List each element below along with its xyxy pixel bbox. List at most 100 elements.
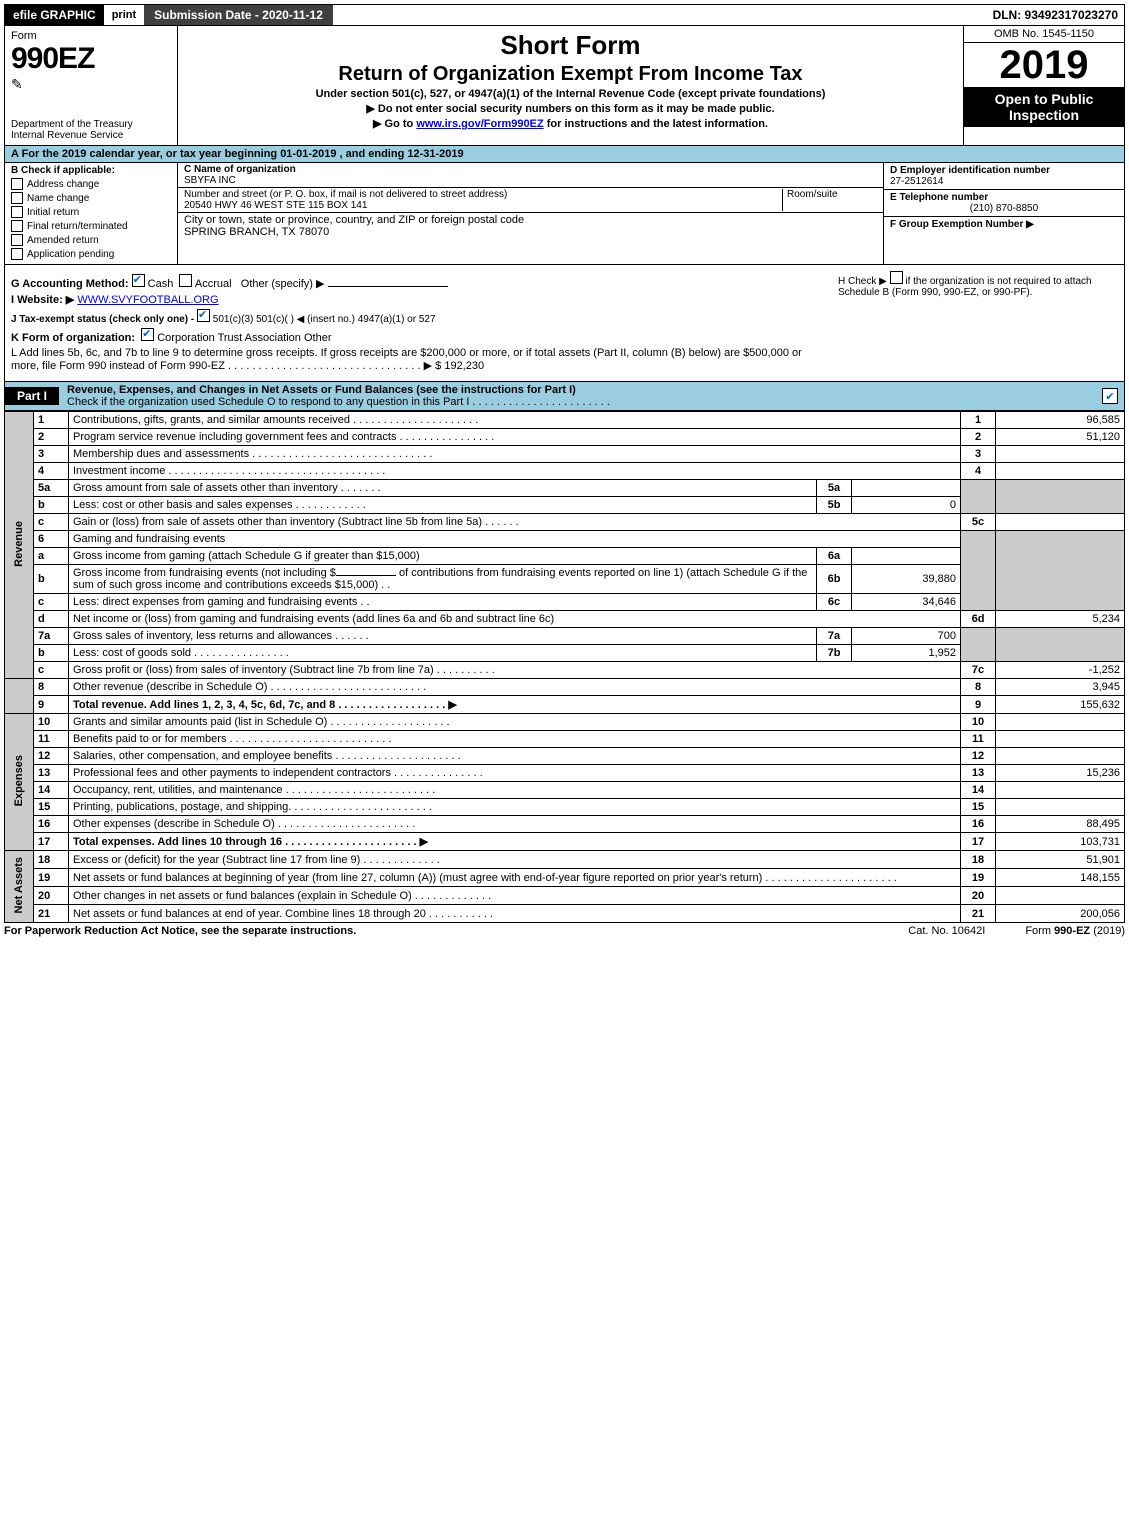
line9-num: 9 [961, 696, 996, 714]
paperwork-notice: For Paperwork Reduction Act Notice, see … [4, 925, 908, 937]
chk-501c3[interactable] [197, 309, 210, 322]
line21-num: 21 [961, 905, 996, 923]
part1-title: Revenue, Expenses, and Changes in Net As… [67, 384, 576, 396]
line14-text: Occupancy, rent, utilities, and maintena… [69, 782, 961, 799]
l-dots: . . . . . . . . . . . . . . . . . . . . … [228, 360, 441, 372]
chk-pending[interactable] [11, 248, 23, 260]
line8-amt: 3,945 [996, 679, 1125, 696]
goto-pre: ▶ Go to [373, 118, 416, 130]
line6b-amt: 39,880 [852, 565, 961, 594]
line10-num: 10 [961, 714, 996, 731]
chk-initial[interactable] [11, 206, 23, 218]
form-footer-bold: 990-EZ [1054, 925, 1090, 937]
line5b-text: Less: cost or other basis and sales expe… [69, 497, 817, 514]
line18-num: 18 [961, 851, 996, 869]
line17-num: 17 [961, 833, 996, 851]
chk-name[interactable] [11, 192, 23, 204]
j-opts: 501(c)(3) 501(c)( ) ◀ (insert no.) 4947(… [213, 314, 436, 325]
vtab-netassets: Net Assets [13, 853, 25, 917]
part1-checkbox[interactable]: ✔ [1102, 388, 1118, 404]
block-f-label: F Group Exemption Number ▶ [890, 219, 1034, 230]
block-b: B Check if applicable: Address change Na… [5, 163, 178, 264]
line16-amt: 88,495 [996, 816, 1125, 833]
graphic-top-bar: efile GRAPHIC print Submission Date - 20… [4, 4, 1125, 26]
chk-h[interactable] [890, 271, 903, 284]
line7c-amt: -1,252 [996, 662, 1125, 679]
line17-text: Total expenses. Add lines 10 through 16 … [69, 833, 961, 851]
chk-final[interactable] [11, 220, 23, 232]
line6a-amt [852, 548, 961, 565]
line3-text: Membership dues and assessments . . . . … [69, 446, 961, 463]
line15-text: Printing, publications, postage, and shi… [69, 799, 961, 816]
form-word: Form [11, 30, 171, 42]
line2-text: Program service revenue including govern… [69, 429, 961, 446]
website-link[interactable]: WWW.SVYFOOTBALL.ORG [77, 294, 218, 306]
lbl-initial: Initial return [27, 207, 79, 218]
part1-table: Revenue 1Contributions, gifts, grants, a… [4, 411, 1125, 923]
line1-text: Contributions, gifts, grants, and simila… [69, 412, 961, 429]
chk-address[interactable] [11, 178, 23, 190]
chk-corp[interactable] [141, 328, 154, 341]
line19-amt: 148,155 [996, 869, 1125, 887]
line12-num: 12 [961, 748, 996, 765]
line7a-lbl: 7a [817, 628, 852, 645]
line10-text: Grants and similar amounts paid (list in… [69, 714, 961, 731]
line9-text: Total revenue. Add lines 1, 2, 3, 4, 5c,… [69, 696, 961, 714]
irs-link[interactable]: www.irs.gov/Form990EZ [416, 118, 543, 130]
lbl-final: Final return/terminated [27, 221, 128, 232]
g-label: G Accounting Method: [11, 278, 129, 290]
line9-amt: 155,632 [996, 696, 1125, 714]
print-link[interactable]: print [112, 9, 136, 21]
lbl-other: Other (specify) ▶ [241, 278, 325, 290]
chk-amended[interactable] [11, 234, 23, 246]
city-label: City or town, state or province, country… [184, 214, 524, 226]
lbl-address-change: Address change [27, 179, 99, 190]
efile-label: efile GRAPHIC [5, 5, 104, 25]
form-header: Form 990EZ ✎ Department of the Treasury … [4, 26, 1125, 146]
line3-num: 3 [961, 446, 996, 463]
line16-text: Other expenses (describe in Schedule O) … [69, 816, 961, 833]
line6d-amt: 5,234 [996, 611, 1125, 628]
line15-amt [996, 799, 1125, 816]
tax-year: 2019 [964, 43, 1124, 87]
line13-num: 13 [961, 765, 996, 782]
line18-amt: 51,901 [996, 851, 1125, 869]
l-value: 192,230 [444, 360, 484, 372]
chk-accrual[interactable] [179, 274, 192, 287]
chk-cash[interactable] [132, 274, 145, 287]
line7c-num: 7c [961, 662, 996, 679]
line6b-lbl: 6b [817, 565, 852, 594]
line5a-amt [852, 480, 961, 497]
line5a-lbl: 5a [817, 480, 852, 497]
line15-num: 15 [961, 799, 996, 816]
dln-number: DLN: 93492317023270 [987, 5, 1124, 25]
row-a-taxyear: A For the 2019 calendar year, or tax yea… [4, 146, 1125, 163]
line6b-text: Gross income from fundraising events (no… [69, 565, 817, 594]
line11-text: Benefits paid to or for members . . . . … [69, 731, 961, 748]
line17-amt: 103,731 [996, 833, 1125, 851]
block-c: C Name of organization SBYFA INC Number … [178, 163, 883, 264]
line21-text: Net assets or fund balances at end of ye… [69, 905, 961, 923]
line16-num: 16 [961, 816, 996, 833]
line14-amt [996, 782, 1125, 799]
ssn-warning: ▶ Do not enter social security numbers o… [186, 102, 955, 115]
line7b-amt: 1,952 [852, 645, 961, 662]
line6-text: Gaming and fundraising events [69, 531, 961, 548]
lbl-accrual: Accrual [195, 278, 232, 290]
ein-value: 27-2512614 [890, 176, 943, 187]
vtab-expenses: Expenses [13, 751, 25, 810]
submission-date: Submission Date - 2020-11-12 [144, 5, 333, 25]
line8-text: Other revenue (describe in Schedule O) .… [69, 679, 961, 696]
line1-num: 1 [961, 412, 996, 429]
line5a-text: Gross amount from sale of assets other t… [69, 480, 817, 497]
i-label: I Website: ▶ [11, 294, 74, 306]
j-label: J Tax-exempt status (check only one) - [11, 314, 197, 325]
form-footer-post: (2019) [1090, 925, 1125, 937]
street-value: 20540 HWY 46 WEST STE 115 BOX 141 [184, 200, 367, 211]
part1-checkline: Check if the organization used Schedule … [67, 396, 610, 408]
line2-amt: 51,120 [996, 429, 1125, 446]
line7b-lbl: 7b [817, 645, 852, 662]
line5c-amt [996, 514, 1125, 531]
goto-post: for instructions and the latest informat… [544, 118, 768, 130]
line13-amt: 15,236 [996, 765, 1125, 782]
